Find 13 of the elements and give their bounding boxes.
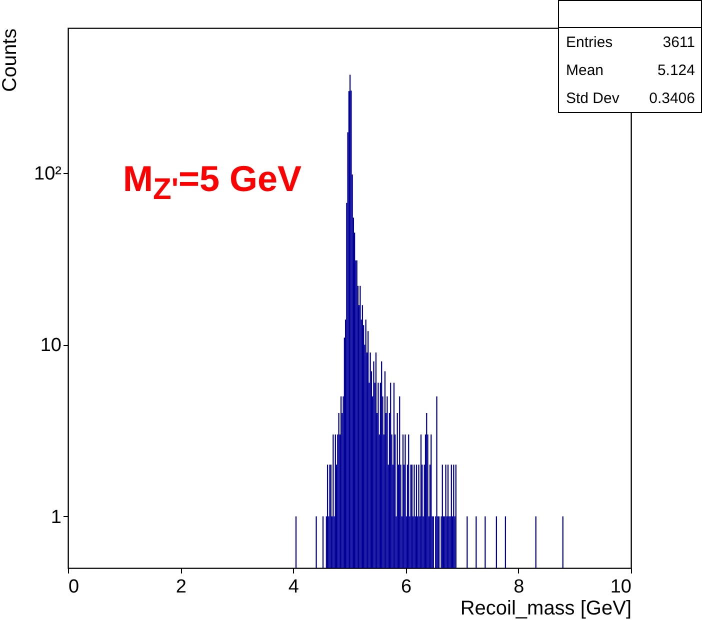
x-tick-label: 10 (610, 576, 632, 598)
x-tick-label: 6 (401, 576, 412, 598)
annotation: M$_{Z'}$=5 GeV (123, 158, 302, 208)
x-axis-title: Recoil_mass [GeV] (460, 598, 632, 620)
y-tick-label: 10 (40, 335, 62, 356)
x-tick-label: 8 (514, 576, 524, 598)
y-tick-label: 10² (34, 164, 62, 185)
x-tick-label: 2 (176, 576, 186, 598)
stats-box: Entries 3611 Mean 5.124 Std Dev 0.3406 (558, 0, 702, 113)
x-tick-label: 4 (288, 576, 300, 598)
y-tick-label: 1 (50, 506, 62, 528)
x-tick-label: 0 (68, 576, 80, 598)
y-axis-title: Counts (0, 28, 22, 92)
